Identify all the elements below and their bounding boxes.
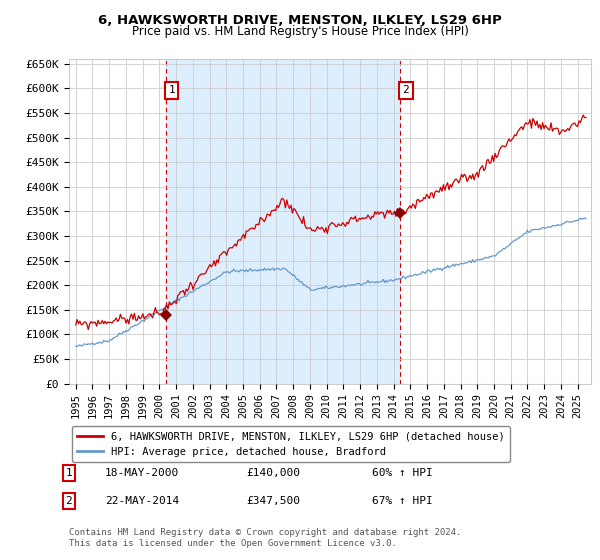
- Text: Price paid vs. HM Land Registry's House Price Index (HPI): Price paid vs. HM Land Registry's House …: [131, 25, 469, 38]
- Text: 18-MAY-2000: 18-MAY-2000: [105, 468, 179, 478]
- Text: 60% ↑ HPI: 60% ↑ HPI: [372, 468, 433, 478]
- Text: £347,500: £347,500: [246, 496, 300, 506]
- Text: £140,000: £140,000: [246, 468, 300, 478]
- Bar: [166, 59, 400, 384]
- Text: 2: 2: [403, 85, 409, 95]
- Legend: 6, HAWKSWORTH DRIVE, MENSTON, ILKLEY, LS29 6HP (detached house), HPI: Average pr: 6, HAWKSWORTH DRIVE, MENSTON, ILKLEY, LS…: [71, 426, 510, 462]
- Text: Contains HM Land Registry data © Crown copyright and database right 2024.
This d: Contains HM Land Registry data © Crown c…: [69, 528, 461, 548]
- Text: 1: 1: [168, 85, 175, 95]
- Text: 2: 2: [65, 496, 73, 506]
- Text: 1: 1: [65, 468, 73, 478]
- Text: 6, HAWKSWORTH DRIVE, MENSTON, ILKLEY, LS29 6HP: 6, HAWKSWORTH DRIVE, MENSTON, ILKLEY, LS…: [98, 14, 502, 27]
- Text: 67% ↑ HPI: 67% ↑ HPI: [372, 496, 433, 506]
- Text: 22-MAY-2014: 22-MAY-2014: [105, 496, 179, 506]
